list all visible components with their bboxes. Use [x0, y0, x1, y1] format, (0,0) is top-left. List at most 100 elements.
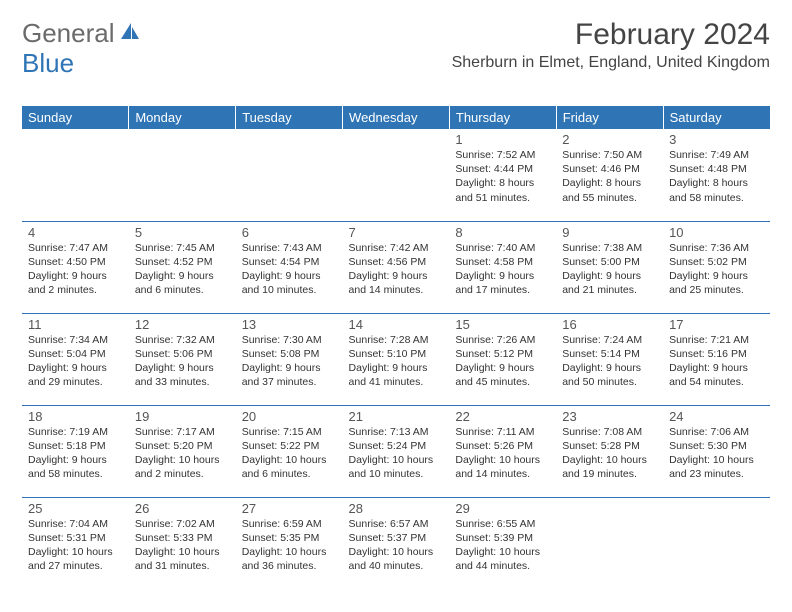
day-number: 20 [242, 409, 337, 424]
day-number: 2 [562, 132, 657, 147]
calendar-table: SundayMondayTuesdayWednesdayThursdayFrid… [22, 106, 770, 589]
day-number: 5 [135, 225, 230, 240]
calendar-day: 15Sunrise: 7:26 AMSunset: 5:12 PMDayligh… [449, 313, 556, 405]
brand-sail-icon [119, 21, 141, 46]
calendar-day: 13Sunrise: 7:30 AMSunset: 5:08 PMDayligh… [236, 313, 343, 405]
day-info: Sunrise: 7:15 AMSunset: 5:22 PMDaylight:… [242, 425, 337, 482]
calendar-week: 25Sunrise: 7:04 AMSunset: 5:31 PMDayligh… [22, 497, 770, 589]
day-number: 10 [669, 225, 764, 240]
calendar-week: 11Sunrise: 7:34 AMSunset: 5:04 PMDayligh… [22, 313, 770, 405]
weekday-header: Saturday [663, 106, 770, 129]
calendar-day: 6Sunrise: 7:43 AMSunset: 4:54 PMDaylight… [236, 221, 343, 313]
day-info: Sunrise: 7:13 AMSunset: 5:24 PMDaylight:… [349, 425, 444, 482]
calendar-day: 26Sunrise: 7:02 AMSunset: 5:33 PMDayligh… [129, 497, 236, 589]
day-number: 12 [135, 317, 230, 332]
day-info: Sunrise: 7:32 AMSunset: 5:06 PMDaylight:… [135, 333, 230, 390]
day-number: 1 [455, 132, 550, 147]
day-info: Sunrise: 7:40 AMSunset: 4:58 PMDaylight:… [455, 241, 550, 298]
day-info: Sunrise: 7:28 AMSunset: 5:10 PMDaylight:… [349, 333, 444, 390]
calendar-day: 16Sunrise: 7:24 AMSunset: 5:14 PMDayligh… [556, 313, 663, 405]
day-info: Sunrise: 7:26 AMSunset: 5:12 PMDaylight:… [455, 333, 550, 390]
calendar-empty [343, 129, 450, 221]
calendar-day: 18Sunrise: 7:19 AMSunset: 5:18 PMDayligh… [22, 405, 129, 497]
brand-part1: General [22, 18, 115, 49]
day-info: Sunrise: 7:49 AMSunset: 4:48 PMDaylight:… [669, 148, 764, 205]
weekday-header: Tuesday [236, 106, 343, 129]
calendar-day: 3Sunrise: 7:49 AMSunset: 4:48 PMDaylight… [663, 129, 770, 221]
calendar-day: 28Sunrise: 6:57 AMSunset: 5:37 PMDayligh… [343, 497, 450, 589]
calendar-day: 27Sunrise: 6:59 AMSunset: 5:35 PMDayligh… [236, 497, 343, 589]
day-info: Sunrise: 7:52 AMSunset: 4:44 PMDaylight:… [455, 148, 550, 205]
day-number: 3 [669, 132, 764, 147]
calendar-week: 18Sunrise: 7:19 AMSunset: 5:18 PMDayligh… [22, 405, 770, 497]
calendar-day: 20Sunrise: 7:15 AMSunset: 5:22 PMDayligh… [236, 405, 343, 497]
brand-logo: General [22, 18, 143, 49]
weekday-header: Sunday [22, 106, 129, 129]
calendar-day: 10Sunrise: 7:36 AMSunset: 5:02 PMDayligh… [663, 221, 770, 313]
calendar-day: 25Sunrise: 7:04 AMSunset: 5:31 PMDayligh… [22, 497, 129, 589]
day-number: 9 [562, 225, 657, 240]
brand-part2: Blue [22, 48, 74, 78]
calendar-day: 14Sunrise: 7:28 AMSunset: 5:10 PMDayligh… [343, 313, 450, 405]
day-info: Sunrise: 7:02 AMSunset: 5:33 PMDaylight:… [135, 517, 230, 574]
day-info: Sunrise: 7:36 AMSunset: 5:02 PMDaylight:… [669, 241, 764, 298]
day-number: 22 [455, 409, 550, 424]
title-block: February 2024 Sherburn in Elmet, England… [452, 18, 770, 72]
day-info: Sunrise: 6:57 AMSunset: 5:37 PMDaylight:… [349, 517, 444, 574]
day-info: Sunrise: 7:21 AMSunset: 5:16 PMDaylight:… [669, 333, 764, 390]
calendar-day: 5Sunrise: 7:45 AMSunset: 4:52 PMDaylight… [129, 221, 236, 313]
calendar-empty [663, 497, 770, 589]
day-info: Sunrise: 7:43 AMSunset: 4:54 PMDaylight:… [242, 241, 337, 298]
calendar-day: 24Sunrise: 7:06 AMSunset: 5:30 PMDayligh… [663, 405, 770, 497]
day-number: 26 [135, 501, 230, 516]
day-number: 7 [349, 225, 444, 240]
calendar-day: 23Sunrise: 7:08 AMSunset: 5:28 PMDayligh… [556, 405, 663, 497]
calendar-week: 1Sunrise: 7:52 AMSunset: 4:44 PMDaylight… [22, 129, 770, 221]
day-number: 11 [28, 317, 123, 332]
calendar-day: 8Sunrise: 7:40 AMSunset: 4:58 PMDaylight… [449, 221, 556, 313]
day-number: 18 [28, 409, 123, 424]
day-number: 6 [242, 225, 337, 240]
day-number: 29 [455, 501, 550, 516]
calendar-day: 22Sunrise: 7:11 AMSunset: 5:26 PMDayligh… [449, 405, 556, 497]
calendar-day: 17Sunrise: 7:21 AMSunset: 5:16 PMDayligh… [663, 313, 770, 405]
calendar-day: 19Sunrise: 7:17 AMSunset: 5:20 PMDayligh… [129, 405, 236, 497]
day-number: 16 [562, 317, 657, 332]
weekday-header: Thursday [449, 106, 556, 129]
calendar-day: 21Sunrise: 7:13 AMSunset: 5:24 PMDayligh… [343, 405, 450, 497]
day-info: Sunrise: 7:06 AMSunset: 5:30 PMDaylight:… [669, 425, 764, 482]
day-info: Sunrise: 7:45 AMSunset: 4:52 PMDaylight:… [135, 241, 230, 298]
day-info: Sunrise: 7:30 AMSunset: 5:08 PMDaylight:… [242, 333, 337, 390]
month-title: February 2024 [452, 18, 770, 52]
day-number: 8 [455, 225, 550, 240]
weekday-header: Monday [129, 106, 236, 129]
day-number: 27 [242, 501, 337, 516]
day-number: 24 [669, 409, 764, 424]
calendar-body: 1Sunrise: 7:52 AMSunset: 4:44 PMDaylight… [22, 129, 770, 589]
weekday-header: Wednesday [343, 106, 450, 129]
day-info: Sunrise: 7:38 AMSunset: 5:00 PMDaylight:… [562, 241, 657, 298]
day-number: 14 [349, 317, 444, 332]
day-info: Sunrise: 7:47 AMSunset: 4:50 PMDaylight:… [28, 241, 123, 298]
day-info: Sunrise: 7:04 AMSunset: 5:31 PMDaylight:… [28, 517, 123, 574]
day-number: 25 [28, 501, 123, 516]
calendar-empty [556, 497, 663, 589]
calendar-head: SundayMondayTuesdayWednesdayThursdayFrid… [22, 106, 770, 129]
calendar-day: 4Sunrise: 7:47 AMSunset: 4:50 PMDaylight… [22, 221, 129, 313]
day-number: 23 [562, 409, 657, 424]
day-info: Sunrise: 7:34 AMSunset: 5:04 PMDaylight:… [28, 333, 123, 390]
day-info: Sunrise: 7:19 AMSunset: 5:18 PMDaylight:… [28, 425, 123, 482]
day-number: 28 [349, 501, 444, 516]
day-number: 17 [669, 317, 764, 332]
day-info: Sunrise: 7:42 AMSunset: 4:56 PMDaylight:… [349, 241, 444, 298]
day-number: 4 [28, 225, 123, 240]
calendar-day: 29Sunrise: 6:55 AMSunset: 5:39 PMDayligh… [449, 497, 556, 589]
calendar-day: 12Sunrise: 7:32 AMSunset: 5:06 PMDayligh… [129, 313, 236, 405]
calendar-day: 9Sunrise: 7:38 AMSunset: 5:00 PMDaylight… [556, 221, 663, 313]
calendar-empty [129, 129, 236, 221]
header: General February 2024 Sherburn in Elmet,… [22, 18, 770, 72]
calendar-day: 2Sunrise: 7:50 AMSunset: 4:46 PMDaylight… [556, 129, 663, 221]
calendar-day: 1Sunrise: 7:52 AMSunset: 4:44 PMDaylight… [449, 129, 556, 221]
weekday-header: Friday [556, 106, 663, 129]
day-number: 15 [455, 317, 550, 332]
